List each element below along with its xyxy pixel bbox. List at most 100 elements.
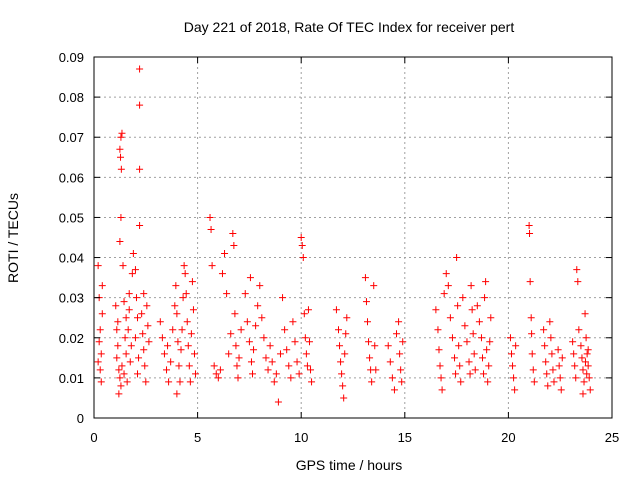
data-point [264,366,272,374]
data-point [156,318,164,326]
data-point [221,250,229,258]
data-point [436,362,444,370]
data-point [479,354,486,362]
y-tick-label: 0.02 [59,331,84,346]
data-point [303,362,311,370]
data-point [97,350,105,358]
data-point [454,302,462,310]
data-point [117,133,125,141]
data-point [206,213,214,221]
data-point [223,290,231,298]
data-point [527,314,535,322]
data-point [435,346,443,354]
data-point [235,354,243,362]
data-point [584,362,592,370]
data-point [141,362,149,370]
data-point [291,338,299,346]
data-point [116,145,124,153]
data-point [397,366,405,374]
data-point [508,350,516,358]
data-point [388,374,396,382]
y-tick-label: 0.07 [59,130,84,145]
data-point [289,318,297,326]
data-point [570,350,578,358]
data-point [525,221,533,229]
data-point [272,370,280,378]
data-point [370,282,378,290]
data-point [509,362,517,370]
data-point [172,282,180,290]
data-point [276,350,284,358]
data-point [118,129,126,137]
data-point [96,326,104,334]
data-point [227,330,235,338]
data-point [554,346,562,354]
data-point [473,302,481,310]
data-point [186,378,194,386]
y-tick-label: 0.03 [59,291,84,306]
data-point [578,354,586,362]
data-point [167,358,175,366]
data-point [250,346,258,354]
scatter-points [94,65,594,406]
data-point [160,350,168,358]
data-point [234,374,242,382]
data-point [116,238,124,246]
data-point [384,342,392,350]
data-point [487,314,495,322]
data-point [135,354,143,362]
data-point [285,362,293,370]
data-point [364,318,372,326]
data-point [549,366,557,374]
data-point [183,318,191,326]
data-point [252,322,260,330]
data-point [176,378,184,386]
data-point [113,326,121,334]
data-point [300,310,308,318]
data-point [581,358,589,366]
data-point [144,322,152,330]
data-point [136,101,144,109]
data-point [136,65,144,73]
data-point [208,262,216,270]
data-point [174,338,182,346]
data-point [283,346,291,354]
data-point [163,366,171,374]
data-point [117,213,125,221]
data-point [124,326,132,334]
data-point [123,378,131,386]
data-point [343,314,351,322]
data-point [120,298,128,306]
data-point [482,278,490,286]
data-point [140,346,148,354]
x-tick-label: 0 [90,430,97,445]
data-point [119,262,127,270]
data-point [484,378,492,386]
data-point [573,266,581,274]
data-point [341,350,349,358]
data-point [506,334,514,342]
data-point [463,338,471,346]
data-point [181,270,189,278]
data-point [132,294,140,302]
data-point [125,290,133,298]
data-point [118,362,126,370]
data-point [528,330,536,338]
data-point [465,358,473,366]
data-point [571,362,579,370]
data-point [128,270,136,278]
data-point [396,350,404,358]
data-point [125,306,133,314]
x-tick-labels: 0 5 10 15 20 25 [90,430,619,445]
data-point [583,350,591,358]
x-tick-label: 25 [605,430,619,445]
data-point [131,334,139,342]
data-point [116,374,124,382]
data-point [558,354,566,362]
data-point [453,254,461,262]
data-point [486,338,494,346]
data-point [437,374,445,382]
data-point [371,342,379,350]
data-point [393,330,401,338]
data-point [158,334,166,342]
